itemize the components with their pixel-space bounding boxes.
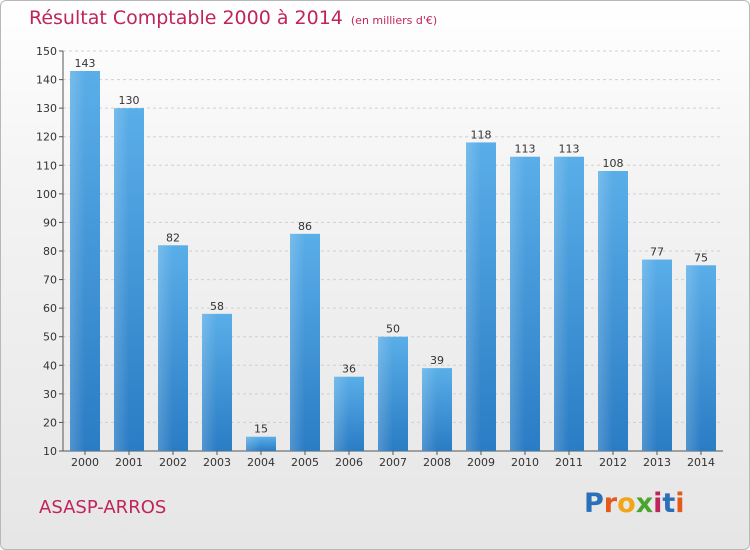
- y-tick-label: 60: [43, 302, 57, 315]
- bar-value-label: 113: [559, 143, 580, 156]
- x-tick-label: 2002: [159, 456, 187, 469]
- bar-value-label: 77: [650, 246, 664, 259]
- x-tick-label: 2004: [247, 456, 275, 469]
- x-tick-labels: 2000 2001 2002 2003 2004 2005 2006 2007 2008 2009…: [71, 456, 715, 469]
- brand-logo: Proxiti: [584, 488, 685, 519]
- y-tick-labels: 10 20 30 40 50 60 70 80 90 100 110 120 130 140 150: [36, 45, 57, 458]
- y-tick-label: 140: [36, 74, 57, 87]
- x-tick-label: 2009: [467, 456, 495, 469]
- y-tick-label: 130: [36, 102, 57, 115]
- bar-highlight: [290, 233, 305, 451]
- x-tick-label: 2008: [423, 456, 451, 469]
- chart-subtitle: (en milliers d'€): [350, 14, 438, 27]
- x-tick-label: 2007: [379, 456, 407, 469]
- y-tick-label: 40: [43, 359, 57, 372]
- bar-highlight: [642, 259, 657, 451]
- y-tick-label: 90: [43, 216, 57, 229]
- bar-value-label: 130: [119, 94, 140, 107]
- bar-value-label: 75: [694, 251, 708, 264]
- bar-highlight: [202, 313, 217, 451]
- x-tick-label: 2001: [115, 456, 143, 469]
- y-tick-label: 80: [43, 245, 57, 258]
- logo-letter: r: [603, 488, 618, 519]
- x-tick-label: 2013: [643, 456, 671, 469]
- bar-highlight: [466, 142, 481, 451]
- bar-value-label: 143: [75, 57, 96, 70]
- y-tick-label: 50: [43, 331, 57, 344]
- bar-value-label: 15: [254, 423, 268, 436]
- x-tick-label: 2005: [291, 456, 319, 469]
- logo-letter: i: [675, 488, 685, 519]
- logo-letter: i: [653, 488, 663, 519]
- bar-highlight: [158, 245, 173, 451]
- bar-highlight: [70, 71, 85, 451]
- x-tick-label: 2014: [687, 456, 715, 469]
- logo-letter: x: [635, 488, 654, 519]
- chart-title: Résultat Comptable 2000 à 2014 (en millie…: [29, 7, 437, 29]
- bar-value-label: 36: [342, 363, 356, 376]
- bar-value-label: 58: [210, 300, 224, 313]
- x-tick-label: 2010: [511, 456, 539, 469]
- x-tick-label: 2012: [599, 456, 627, 469]
- bar-highlight: [114, 108, 129, 452]
- x-tick-label: 2003: [203, 456, 231, 469]
- y-tick-label: 110: [36, 159, 57, 172]
- bar-highlight: [510, 156, 525, 451]
- bar-highlight: [378, 336, 393, 451]
- bar-highlight: [334, 376, 349, 451]
- bar-value-label: 108: [603, 157, 624, 170]
- bar-highlight: [686, 265, 701, 451]
- y-tick-label: 100: [36, 188, 57, 201]
- bar-value-label: 86: [298, 220, 312, 233]
- y-tick-label: 70: [43, 274, 57, 287]
- bar-value-labels: 143 130 82 58 15 86 36 50 39 118 113 113 108 77 75: [75, 57, 709, 436]
- bar-value-label: 118: [471, 128, 492, 141]
- logo-letter: P: [584, 488, 604, 519]
- bar-value-label: 39: [430, 354, 444, 367]
- y-tick-label: 30: [43, 388, 57, 401]
- x-tick-label: 2011: [555, 456, 583, 469]
- bar-highlight: [598, 171, 613, 451]
- bar-value-label: 82: [166, 231, 180, 244]
- bars: [70, 71, 716, 452]
- chart-title-text: Résultat Comptable 2000 à 2014: [29, 7, 343, 29]
- logo-letter: o: [617, 488, 636, 519]
- x-tick-label: 2000: [71, 456, 99, 469]
- bar-highlight: [554, 156, 569, 451]
- bar-value-label: 113: [515, 143, 536, 156]
- y-tick-label: 150: [36, 45, 57, 58]
- x-tick-label: 2006: [335, 456, 363, 469]
- bar-highlight: [246, 436, 261, 451]
- place-name: ASASP-ARROS: [39, 497, 167, 518]
- logo-letter: t: [662, 488, 676, 519]
- y-tick-label: 10: [43, 445, 57, 458]
- bar-value-label: 50: [386, 323, 400, 336]
- y-tick-label: 120: [36, 131, 57, 144]
- y-tick-label: 20: [43, 416, 57, 429]
- bar-highlight: [422, 368, 437, 451]
